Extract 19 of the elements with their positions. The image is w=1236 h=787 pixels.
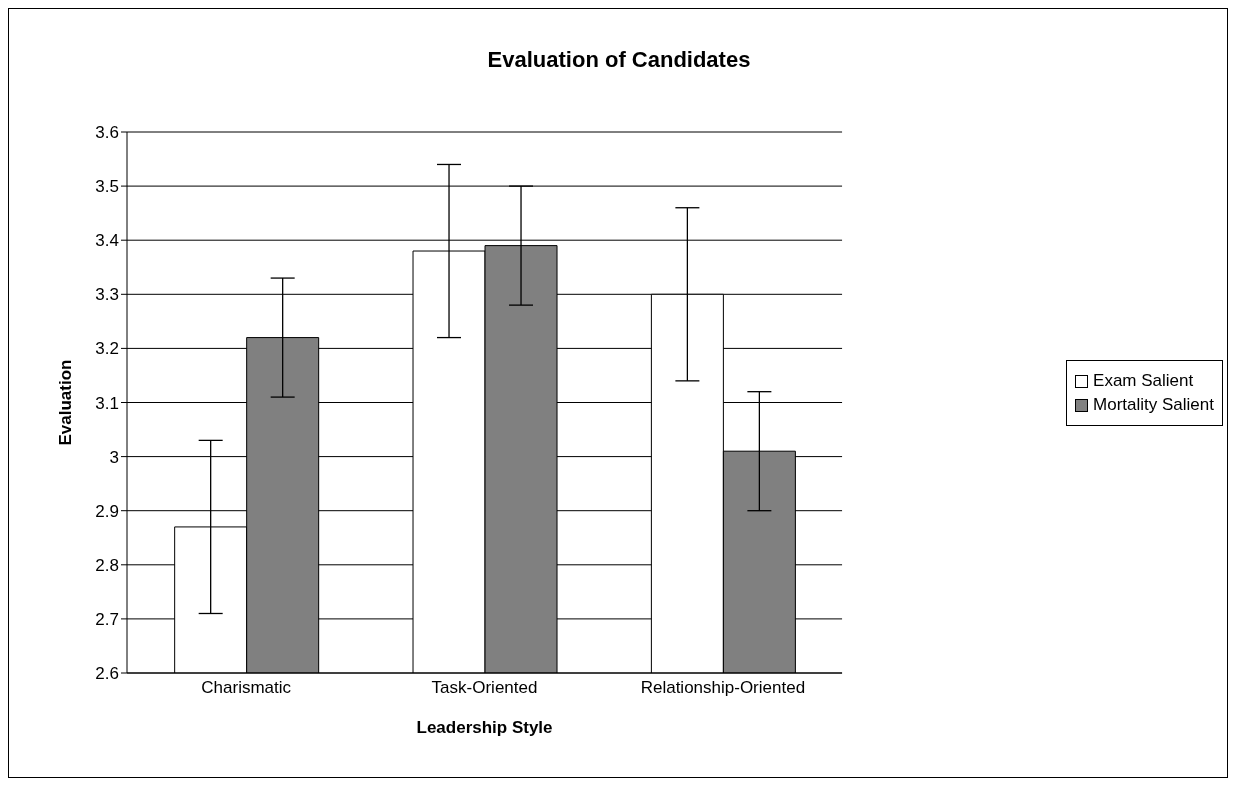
y-tick-label: 2.9 [95,501,119,521]
y-tick-label: 3.6 [95,123,119,143]
chart-title: Evaluation of Candidates [486,47,752,73]
y-tick-label: 3.3 [95,285,119,305]
y-tick-label: 3.1 [95,393,119,413]
x-tick-label: Task-Oriented [431,678,538,698]
y-tick-label: 3.5 [95,177,119,197]
legend-label: Mortality Salient [1093,395,1214,415]
legend-label: Exam Salient [1093,371,1194,391]
y-tick-label: 3.4 [95,231,119,251]
x-tick-label: Relationship-Oriented [640,678,806,698]
y-tick-label: 3 [109,447,119,467]
y-tick-label: 2.6 [95,664,119,684]
x-axis-title: Leadership Style [416,718,553,737]
y-tick-label: 3.2 [95,339,119,359]
y-tick-label: 2.8 [95,555,119,575]
x-tick-label: Charismatic [201,678,292,698]
y-tick-label: 2.7 [95,609,119,629]
y-axis-title: Evaluation [56,359,76,446]
